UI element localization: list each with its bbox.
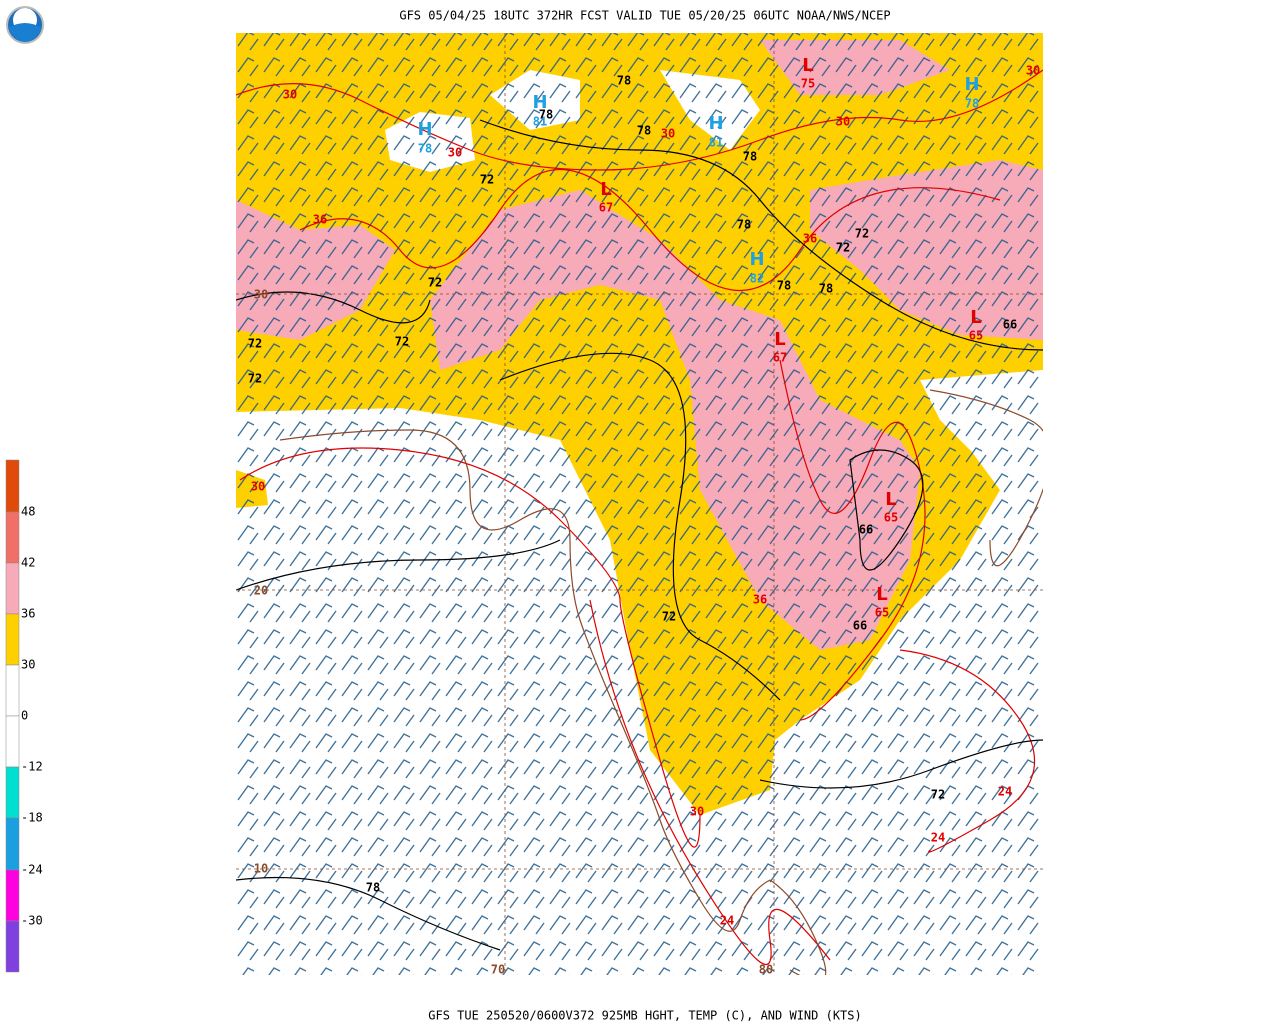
temp-label: 36 (313, 213, 327, 227)
grid-label: 80 (759, 963, 773, 977)
height-label: 72 (836, 241, 850, 255)
high-value: 82 (750, 272, 764, 286)
colorbar-label: -18 (21, 811, 43, 825)
height-label: 78 (819, 282, 833, 296)
grid-label: 30 (254, 288, 268, 302)
high-marker: H (964, 74, 979, 95)
low-value: 67 (599, 201, 613, 215)
colorbar (5, 459, 20, 973)
high-marker: H (417, 119, 432, 140)
height-label: 78 (737, 218, 751, 232)
height-label: 78 (366, 881, 380, 895)
temp-label: 24 (720, 914, 734, 928)
grid-label: 70 (491, 963, 505, 977)
map (236, 33, 1043, 975)
low-marker: L (885, 489, 896, 510)
height-label: 72 (395, 335, 409, 349)
high-marker: H (749, 249, 764, 270)
grid-label: 20 (254, 584, 268, 598)
colorbar-label: -12 (21, 760, 43, 774)
height-label: 72 (931, 788, 945, 802)
height-label: 66 (859, 523, 873, 537)
colorbar-label: 42 (21, 556, 35, 570)
noaa-logo (6, 6, 44, 44)
colorbar-label: -24 (21, 863, 43, 877)
high-value: 78 (965, 97, 979, 111)
low-marker: L (876, 584, 887, 605)
temp-label: 30 (836, 115, 850, 129)
height-label: 78 (743, 150, 757, 164)
colorbar-label: 30 (21, 658, 35, 672)
height-label: 72 (248, 372, 262, 386)
high-marker: H (708, 113, 723, 134)
colorbar-label: 0 (21, 709, 28, 723)
height-label: 78 (617, 74, 631, 88)
temp-label: 30 (448, 146, 462, 160)
temp-label: 30 (283, 88, 297, 102)
low-marker: L (970, 307, 981, 328)
height-label: 72 (428, 276, 442, 290)
temp-label: 30 (661, 127, 675, 141)
low-value: 65 (875, 606, 889, 620)
grid-label: 10 (254, 862, 268, 876)
low-value: 67 (773, 351, 787, 365)
height-label: 78 (637, 124, 651, 138)
high-marker: H (532, 92, 547, 113)
low-marker: L (774, 329, 785, 350)
low-marker: L (600, 179, 611, 200)
high-value: 81 (533, 115, 547, 129)
colorbar-label: -30 (21, 914, 43, 928)
height-label: 72 (662, 610, 676, 624)
temp-label: 24 (998, 785, 1012, 799)
colorbar-label: 36 (21, 607, 35, 621)
map-caption: GFS TUE 250520/0600V372 925MB HGHT, TEMP… (428, 1009, 861, 1023)
high-value: 78 (418, 142, 432, 156)
height-label: 72 (480, 173, 494, 187)
temp-label: 36 (753, 593, 767, 607)
height-label: 72 (855, 227, 869, 241)
low-marker: L (802, 55, 813, 76)
height-label: 78 (539, 108, 553, 122)
low-value: 65 (969, 329, 983, 343)
temp-label: 30 (1026, 64, 1040, 78)
low-value: 75 (801, 77, 815, 91)
high-value: 81 (709, 136, 723, 150)
colorbar-label: 48 (21, 505, 35, 519)
temp-label: 24 (931, 831, 945, 845)
temp-label: 36 (803, 232, 817, 246)
low-value: 65 (884, 511, 898, 525)
height-label: 72 (248, 337, 262, 351)
map-title: GFS 05/04/25 18UTC 372HR FCST VALID TUE … (399, 9, 890, 23)
temp-label: 30 (251, 480, 265, 494)
height-label: 66 (853, 619, 867, 633)
height-label: 78 (777, 279, 791, 293)
temp-label: 30 (690, 805, 704, 819)
height-label: 66 (1003, 318, 1017, 332)
